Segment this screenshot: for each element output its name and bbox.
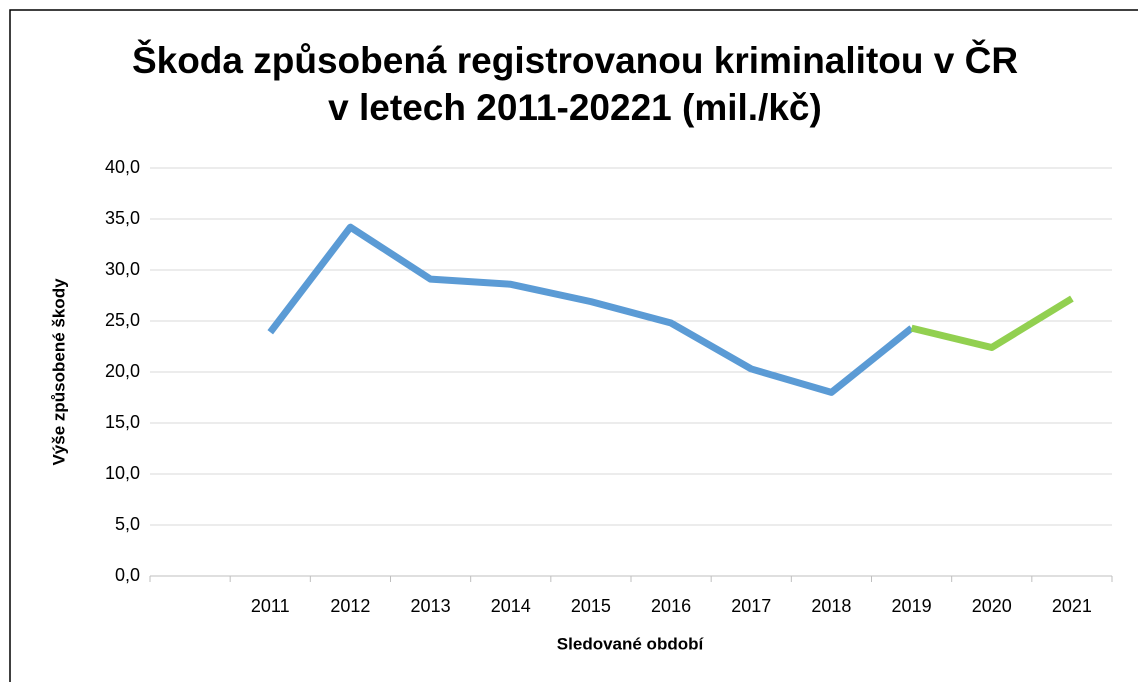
x-tick-label: 2012 xyxy=(330,596,370,616)
line-series xyxy=(267,223,914,396)
y-tick-label: 25,0 xyxy=(105,310,140,330)
x-tick-label: 2011 xyxy=(251,596,290,616)
x-axis-title: Sledované období xyxy=(557,634,705,653)
y-tick-label: 20,0 xyxy=(105,361,140,381)
x-tick-label: 2021 xyxy=(1052,596,1092,616)
y-tick-label: 35,0 xyxy=(105,208,140,228)
y-tick-label: 40,0 xyxy=(105,157,140,177)
chart-title: Škoda způsobená registrovanou kriminalit… xyxy=(132,39,1018,81)
x-tick-label: 2017 xyxy=(731,596,771,616)
x-tick-label: 2018 xyxy=(811,596,851,616)
x-tick-label: 2019 xyxy=(892,596,932,616)
x-tick-label: 2014 xyxy=(491,596,531,616)
y-tick-label: 0,0 xyxy=(115,565,140,585)
line-series xyxy=(910,295,1074,352)
x-tick-label: 2016 xyxy=(651,596,691,616)
y-axis-title: Výše způsobené škody xyxy=(49,278,68,466)
x-tick-label: 2020 xyxy=(972,596,1012,616)
y-tick-label: 15,0 xyxy=(105,412,140,432)
y-tick-label: 30,0 xyxy=(105,259,140,279)
chart-frame xyxy=(9,9,1138,682)
x-tick-label: 2015 xyxy=(571,596,611,616)
x-tick-label: 2013 xyxy=(411,596,451,616)
chart-title: v letech 2011-20221 (mil./kč) xyxy=(328,87,822,128)
y-tick-label: 10,0 xyxy=(105,463,140,483)
y-tick-label: 5,0 xyxy=(115,514,140,534)
